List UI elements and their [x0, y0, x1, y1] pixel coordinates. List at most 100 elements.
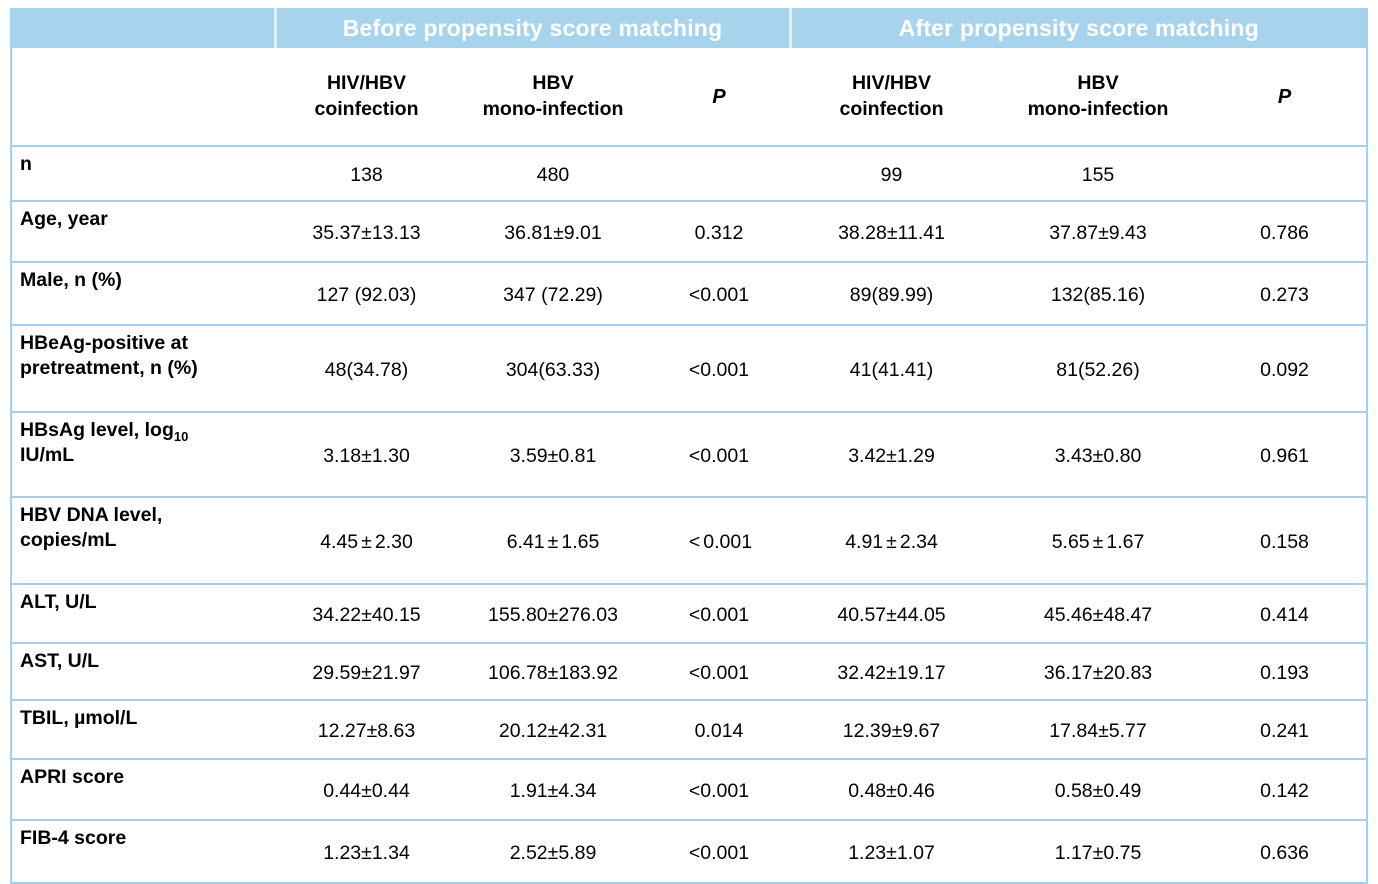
section-header-row: Before propensity score matching After p…: [11, 8, 1368, 48]
table-row: AST, U/L 29.59±21.97 106.78±183.92 <0.001 32…: [11, 642, 1368, 700]
cell-value: 0.241: [1203, 699, 1368, 759]
table-row: TBIL, µmol/L 12.27±8.63 20.12±42.31 0.014 12…: [11, 699, 1368, 759]
cell-value: 0.414: [1203, 583, 1368, 643]
cell-value: <0.001: [648, 642, 791, 700]
table-row: Male, n (%) 127 (92.03) 347 (72.29) <0.001 8…: [11, 261, 1368, 325]
cell-value: 5.65 ±1.67: [993, 496, 1204, 584]
section-header-before: Before propensity score matching: [273, 8, 791, 48]
cell-value: <0.001: [648, 261, 791, 325]
cell-value: 81(52.26): [993, 324, 1204, 412]
table-row: HBV DNA level, copies/mL 4.45 ±2.30 6.41 ±1.…: [11, 496, 1368, 584]
cell-value: 89(89.99): [790, 261, 994, 325]
cell-value: 480: [458, 145, 648, 201]
cell-value: <0.001: [648, 324, 791, 412]
cell-value: 32.42±19.17: [790, 642, 994, 700]
cell-value: 0.142: [1203, 758, 1368, 820]
row-label: Age, year: [11, 200, 275, 262]
cell-value: 2.52±5.89: [458, 819, 648, 883]
cell-value: 29.59±21.97: [275, 642, 458, 700]
wide-plusminus: ±: [886, 530, 897, 553]
cell-value: 3.42±1.29: [790, 411, 994, 497]
cell-value: 12.27±8.63: [275, 699, 458, 759]
wide-plusminus: ±: [547, 530, 559, 553]
cell-value: 304(63.33): [458, 324, 648, 412]
cell-value: 0.44±0.44: [275, 758, 458, 820]
row-label: HBsAg level, log10 IU/mL: [11, 411, 275, 497]
cell-value: 99: [790, 145, 994, 201]
cell-value: 106.78±183.92: [458, 642, 648, 700]
cell-value: 0.636: [1203, 819, 1368, 883]
cell-value: 1.23±1.34: [275, 819, 458, 883]
wide-plusminus: ±: [1092, 530, 1104, 553]
table-body: n 138 480 99 155 Age, year 35.37±13.13 36.81±9.…: [11, 145, 1368, 883]
wide-plusminus: ±: [361, 530, 372, 553]
cell-value: 0.58±0.49: [993, 758, 1204, 820]
cell-value: 0.092: [1203, 324, 1368, 412]
table-row: ALT, U/L 34.22±40.15 155.80±276.03 <0.001 40…: [11, 583, 1368, 643]
row-label: ALT, U/L: [11, 583, 275, 643]
table-row: HBeAg-positive at pretreatment, n (%) 48(…: [11, 324, 1368, 412]
cell-value: <0.001: [648, 819, 791, 883]
cell-value: <0.001: [648, 496, 791, 584]
cell-value: 48(34.78): [275, 324, 458, 412]
cell-value: 1.91±4.34: [458, 758, 648, 820]
cell-value: 0.273: [1203, 261, 1368, 325]
row-label: HBV DNA level, copies/mL: [11, 496, 275, 584]
cell-value: 1.17±0.75: [993, 819, 1204, 883]
cell-value: 17.84±5.77: [993, 699, 1204, 759]
cell-value: 0.158: [1203, 496, 1368, 584]
corner-cell: [11, 8, 275, 48]
cell-value: 0.193: [1203, 642, 1368, 700]
cell-value: 6.41 ±1.65: [458, 496, 648, 584]
cell-value: 132(85.16): [993, 261, 1204, 325]
row-label: TBIL, µmol/L: [11, 699, 275, 759]
cell-value: 3.18±1.30: [275, 411, 458, 497]
table-row: HBsAg level, log10 IU/mL 3.18±1.30 3.59±0.…: [11, 411, 1368, 497]
col-header-before-monoinfection: HBV mono-infection: [458, 48, 648, 146]
cell-value: 41(41.41): [790, 324, 994, 412]
row-label: AST, U/L: [11, 642, 275, 700]
cell-value: 12.39±9.67: [790, 699, 994, 759]
cell-value: 347 (72.29): [458, 261, 648, 325]
table-row: Age, year 35.37±13.13 36.81±9.01 0.312 38.28…: [11, 200, 1368, 262]
col-header-after-monoinfection: HBV mono-infection: [993, 48, 1204, 146]
cell-value: 38.28±11.41: [790, 200, 994, 262]
cell-value: 0.48±0.46: [790, 758, 994, 820]
comparison-table: Before propensity score matching After p…: [10, 8, 1369, 884]
cell-value: 45.46±48.47: [993, 583, 1204, 643]
column-header-row: HIV/HBV coinfection HBV mono-infection P…: [11, 48, 1368, 146]
cell-value: 35.37±13.13: [275, 200, 458, 262]
table-row: n 138 480 99 155: [11, 145, 1368, 201]
cell-value: 155.80±276.03: [458, 583, 648, 643]
table-row: APRI score 0.44±0.44 1.91±4.34 <0.001 0.48±0…: [11, 758, 1368, 820]
cell-value: 138: [275, 145, 458, 201]
col-header-after-p: P: [1203, 48, 1368, 146]
row-label: Male, n (%): [11, 261, 275, 325]
cell-value: 40.57±44.05: [790, 583, 994, 643]
cell-value: 20.12±42.31: [458, 699, 648, 759]
cell-value: 36.81±9.01: [458, 200, 648, 262]
cell-value: 155: [993, 145, 1204, 201]
section-header-after: After propensity score matching: [788, 8, 1368, 48]
row-label: FIB-4 score: [11, 819, 275, 883]
cell-value: 0.961: [1203, 411, 1368, 497]
cell-value: 4.91 ±2.34: [790, 496, 994, 584]
cell-value: 0.786: [1203, 200, 1368, 262]
col-header-after-coinfection: HIV/HBV coinfection: [790, 48, 994, 146]
col-header-before-p: P: [648, 48, 791, 146]
col-header-before-coinfection: HIV/HBV coinfection: [275, 48, 458, 146]
cell-value: 1.23±1.07: [790, 819, 994, 883]
cell-value: 34.22±40.15: [275, 583, 458, 643]
row-label-header-cell: [11, 48, 275, 146]
row-label: HBeAg-positive at pretreatment, n (%): [11, 324, 275, 412]
row-label: APRI score: [11, 758, 275, 820]
cell-value: [1203, 145, 1368, 201]
row-label: n: [11, 145, 275, 201]
cell-value: 37.87±9.43: [993, 200, 1204, 262]
cell-value: <0.001: [648, 411, 791, 497]
cell-value: 3.59±0.81: [458, 411, 648, 497]
cell-value: 3.43±0.80: [993, 411, 1204, 497]
cell-value: 36.17±20.83: [993, 642, 1204, 700]
cell-value: 127 (92.03): [275, 261, 458, 325]
cell-value: 0.312: [648, 200, 791, 262]
